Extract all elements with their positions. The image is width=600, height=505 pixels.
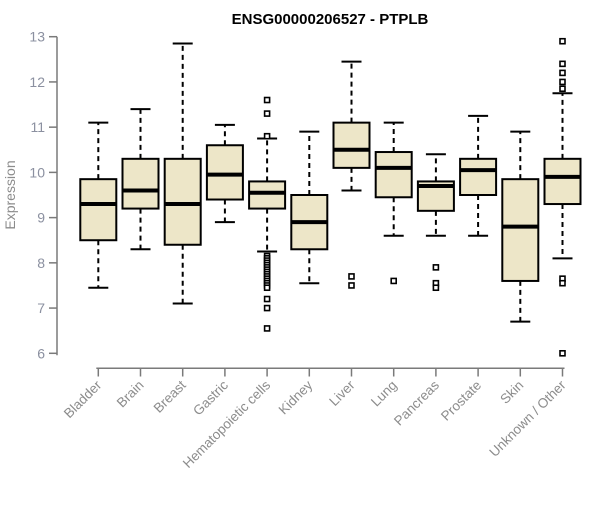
outlier-point-unknown-other [559,85,566,93]
outlier-point-hematopoietic-cells [263,325,271,332]
outlier-point-pancreas [432,264,440,271]
chart-title: ENSG00000206527 - PTPLB [232,11,429,28]
x-category-label: Gastric [190,377,231,418]
x-category-label: Prostate [438,378,484,424]
y-tick-label: 7 [37,300,45,316]
box-brain [121,157,160,210]
box-bladder [79,178,118,242]
x-category-label: Brain [114,378,147,411]
x-category-label: Breast [151,377,189,415]
box-lung [374,151,413,199]
box-unknown-other [543,157,582,206]
outlier-point-hematopoietic-cells [263,110,271,117]
x-category-label: Pancreas [391,377,442,428]
y-tick-label: 12 [29,74,45,90]
outlier-point-hematopoietic-cells [263,304,271,312]
x-category-label: Lung [368,378,400,410]
outlier-point-unknown-other [559,60,566,68]
y-tick-label: 11 [30,119,45,135]
box-skin [501,178,540,282]
y-tick-label: 13 [29,29,45,45]
y-tick-label: 9 [37,210,45,226]
outlier-point-unknown-other [559,69,566,77]
outlier-point-hematopoietic-cells [263,132,271,140]
x-category-label: Bladder [61,377,105,421]
outlier-point-unknown-other [559,78,566,86]
outlier-point-lung [390,277,398,285]
y-tick-label: 6 [37,345,45,361]
outlier-point-unknown-other [559,279,566,287]
box-liver [332,121,371,169]
outlier-point-pancreas [432,284,440,292]
outlier-point-hematopoietic-cells [263,96,271,104]
outlier-point-unknown-other [559,37,566,45]
outlier-point-hematopoietic-cells [263,295,271,303]
outlier-point-hematopoietic-cells [263,284,271,292]
box-hematopoietic-cells [248,180,287,210]
x-category-label: Liver [326,377,358,409]
outlier-point-unknown-other [559,349,566,357]
y-axis-label: Expression [2,160,18,229]
box-prostate [459,157,498,196]
y-tick-label: 8 [37,255,45,271]
x-category-label: Unknown / Other [486,377,569,460]
box-breast [163,157,202,246]
outlier-point-liver [348,273,355,280]
y-tick-label: 10 [29,164,45,180]
x-category-label: Kidney [276,377,316,417]
x-category-label: Skin [497,378,526,407]
outlier-point-liver [348,282,355,289]
box-gastric [205,144,244,201]
